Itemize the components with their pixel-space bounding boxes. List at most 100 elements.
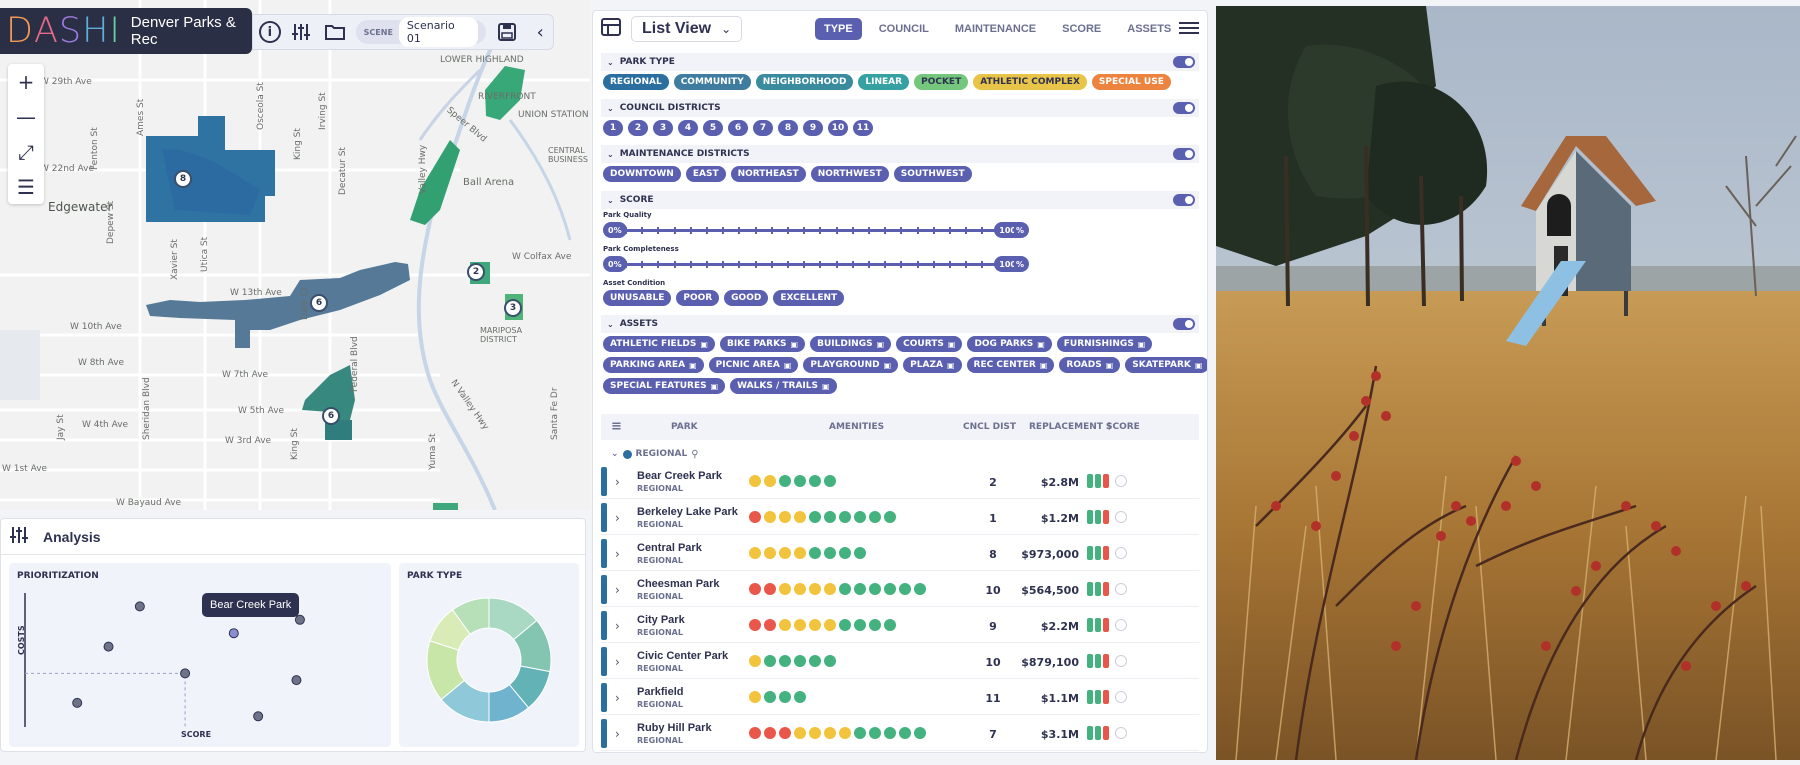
maintenance-pill[interactable]: NORTHEAST — [730, 166, 806, 182]
council-pill[interactable]: 7 — [753, 120, 773, 136]
asset-pill[interactable]: BUILDINGS ▣ — [810, 336, 892, 352]
save-icon[interactable] — [494, 19, 520, 45]
asset-pill[interactable]: FURNISHINGS ▣ — [1056, 336, 1153, 352]
park-type-pill[interactable]: REGIONAL — [603, 74, 669, 90]
table-row[interactable]: › Parkfield REGIONAL 11 $1.1M — [601, 681, 1199, 715]
group-header-regional[interactable]: ⌄ REGIONAL ⚲ — [601, 445, 1199, 463]
council-toggle[interactable] — [1173, 102, 1195, 114]
tab-score[interactable]: SCORE — [1062, 23, 1102, 35]
council-pill[interactable]: 4 — [678, 120, 698, 136]
row-select-radio[interactable] — [1115, 727, 1127, 739]
row-select-radio[interactable] — [1115, 475, 1127, 487]
council-pill[interactable]: 11 — [853, 120, 873, 136]
table-row[interactable]: › Ruby Hill Park REGIONAL 7 $3.1M — [601, 717, 1199, 751]
assets-toggle[interactable] — [1173, 318, 1195, 330]
expand-chevron-icon[interactable]: › — [615, 511, 620, 525]
map-marker[interactable]: 6 — [310, 294, 328, 312]
asset-condition-pill[interactable]: GOOD — [724, 290, 769, 306]
park-type-pill[interactable]: NEIGHBORHOOD — [755, 74, 854, 90]
row-select-radio[interactable] — [1115, 655, 1127, 667]
scatter-point[interactable] — [294, 614, 305, 625]
map[interactable]: W 29th Ave W 22nd Ave Edgewater LOWER HI… — [0, 0, 590, 510]
section-score[interactable]: ⌄ SCORE — [601, 191, 1199, 209]
row-select-radio[interactable] — [1115, 691, 1127, 703]
expand-chevron-icon[interactable]: › — [615, 619, 620, 633]
table-row[interactable]: › Bear Creek Park REGIONAL 2 $2.8M — [601, 465, 1199, 499]
asset-pill[interactable]: ROADS ▣ — [1059, 357, 1121, 373]
scene-selector[interactable]: SCENE Scenario 01 — [355, 17, 486, 47]
asset-pill[interactable]: DOG PARKS ▣ — [967, 336, 1052, 352]
tab-assets[interactable]: ASSETS — [1127, 23, 1172, 35]
asset-pill[interactable]: PICNIC AREA ▣ — [708, 357, 799, 373]
slider-max-handle[interactable]: 100% — [994, 256, 1029, 272]
row-select-radio[interactable] — [1115, 619, 1127, 631]
analysis-sliders-icon[interactable] — [9, 525, 29, 549]
section-maintenance-districts[interactable]: ⌄ MAINTENANCE DISTRICTS — [601, 145, 1199, 163]
maintenance-pill[interactable]: NORTHWEST — [810, 166, 889, 182]
view-selector[interactable]: List View ⌄ — [631, 16, 743, 42]
slider-min-handle[interactable]: 0% — [603, 256, 627, 272]
expand-chevron-icon[interactable]: › — [615, 583, 620, 597]
zoom-in-icon[interactable]: + — [17, 69, 35, 94]
tab-council[interactable]: COUNCIL — [878, 23, 929, 35]
expand-chevron-icon[interactable]: › — [615, 691, 620, 705]
scene-value[interactable]: Scenario 01 — [398, 17, 478, 47]
scatter-point[interactable] — [72, 697, 83, 708]
col-replacement-cost[interactable]: REPLACEMENT $ — [1029, 422, 1113, 432]
map-canvas[interactable] — [0, 0, 590, 510]
council-pill[interactable]: 6 — [728, 120, 748, 136]
asset-pill[interactable]: ATHLETIC FIELDS ▣ — [603, 336, 715, 352]
table-row[interactable]: › Berkeley Lake Park REGIONAL 1 $1.2M — [601, 501, 1199, 535]
score-toggle[interactable] — [1173, 194, 1195, 206]
park-type-pill[interactable]: ATHLETIC COMPLEX — [973, 74, 1087, 90]
asset-condition-pill[interactable]: POOR — [676, 290, 720, 306]
council-pill[interactable]: 1 — [603, 120, 623, 136]
table-row[interactable]: › Central Park REGIONAL 8 $973,000 — [601, 537, 1199, 571]
council-pill[interactable]: 5 — [703, 120, 723, 136]
hamburger-menu-icon[interactable] — [1179, 19, 1199, 39]
park-type-pill[interactable]: COMMUNITY — [673, 74, 751, 90]
map-marker[interactable]: 2 — [467, 263, 485, 281]
section-park-type[interactable]: ⌄ PARK TYPE — [601, 53, 1199, 71]
maintenance-pill[interactable]: DOWNTOWN — [603, 166, 681, 182]
col-score[interactable]: SCORE — [1106, 422, 1140, 432]
park-completeness-slider[interactable]: 0% 100% — [603, 256, 1029, 272]
council-pill[interactable]: 2 — [628, 120, 648, 136]
slider-max-handle[interactable]: 100% — [994, 222, 1029, 238]
asset-pill[interactable]: PLAZA ▣ — [903, 357, 962, 373]
asset-pill[interactable]: BIKE PARKS ▣ — [719, 336, 806, 352]
park-type-pill[interactable]: LINEAR — [858, 74, 910, 90]
park-type-toggle[interactable] — [1173, 56, 1195, 68]
asset-pill[interactable]: COURTS ▣ — [896, 336, 963, 352]
scatter-point[interactable] — [103, 641, 114, 652]
donut-slice[interactable] — [451, 597, 490, 635]
map-marker[interactable]: 3 — [504, 299, 522, 317]
asset-condition-pill[interactable]: EXCELLENT — [773, 290, 845, 306]
expand-chevron-icon[interactable]: › — [615, 475, 620, 489]
council-pill[interactable]: 8 — [778, 120, 798, 136]
park-type-pill[interactable]: SPECIAL USE — [1091, 74, 1171, 90]
search-icon[interactable]: ⚲ — [691, 448, 699, 460]
scatter-point[interactable] — [291, 675, 302, 686]
info-icon[interactable]: i — [259, 21, 281, 43]
expand-chevron-icon[interactable]: › — [615, 547, 620, 561]
section-council-districts[interactable]: ⌄ COUNCIL DISTRICTS — [601, 99, 1199, 117]
row-select-radio[interactable] — [1115, 547, 1127, 559]
filter-icon[interactable]: ≡ — [611, 419, 622, 434]
park-quality-slider[interactable]: 0% 100% — [603, 222, 1029, 238]
fullscreen-icon[interactable]: ⤢ — [18, 139, 34, 164]
maintenance-pill[interactable]: SOUTHWEST — [893, 166, 972, 182]
expand-chevron-icon[interactable]: › — [615, 727, 620, 741]
legend-list-icon[interactable]: ☰ — [17, 174, 35, 199]
asset-pill[interactable]: PARKING AREA ▣ — [603, 357, 704, 373]
col-amenities[interactable]: AMENITIES — [829, 422, 885, 432]
maintenance-toggle[interactable] — [1173, 148, 1195, 160]
expand-chevron-icon[interactable]: › — [615, 655, 620, 669]
col-council-district[interactable]: CNCL DIST — [963, 422, 1017, 432]
scatter-point[interactable] — [253, 711, 264, 722]
zoom-out-icon[interactable]: — — [16, 104, 36, 129]
tab-type[interactable]: TYPE — [815, 18, 862, 40]
folder-icon[interactable] — [322, 19, 348, 45]
slider-min-handle[interactable]: 0% — [603, 222, 627, 238]
map-marker[interactable]: 6 — [322, 407, 340, 425]
